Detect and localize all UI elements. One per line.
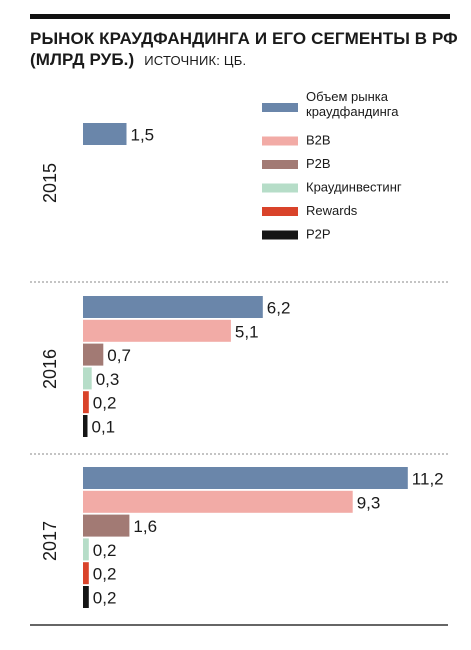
bar-value-label: 0,2 xyxy=(93,541,117,560)
bar xyxy=(83,467,408,489)
bar xyxy=(83,319,231,342)
bar xyxy=(83,490,353,513)
legend-swatch xyxy=(262,230,298,240)
legend-label: P2P xyxy=(306,227,331,242)
bar xyxy=(83,343,104,366)
legend-label: B2B xyxy=(306,133,331,148)
legend-label: Rewards xyxy=(306,203,358,218)
bar xyxy=(83,538,89,561)
legend-swatch xyxy=(262,160,298,169)
title-rule xyxy=(30,14,450,19)
chart-source: ИСТОЧНИК: ЦБ. xyxy=(144,53,247,68)
bar-value-label: 6,2 xyxy=(267,299,291,318)
bar xyxy=(83,562,89,585)
bar-value-label: 9,3 xyxy=(357,493,381,512)
bar-value-label: 0,3 xyxy=(96,370,120,389)
bar xyxy=(83,514,130,537)
bar xyxy=(83,391,89,414)
bar-value-label: 11,2 xyxy=(412,470,444,489)
bar xyxy=(83,415,88,437)
chart-title-text: РЫНОК КРАУДФАНДИНГА И ЕГО СЕГМЕНТЫ В РФ … xyxy=(30,29,458,69)
legend-swatch xyxy=(262,207,298,216)
year-label: 2017 xyxy=(40,521,60,561)
legend-label: Объем рынка xyxy=(306,89,389,104)
bar xyxy=(83,296,263,318)
bar xyxy=(83,367,92,390)
bar-value-label: 5,1 xyxy=(235,322,259,341)
bar-value-label: 1,6 xyxy=(133,517,157,536)
legend-label: краудфандинга xyxy=(306,104,399,119)
chart-title: РЫНОК КРАУДФАНДИНГА И ЕГО СЕГМЕНТЫ В РФ … xyxy=(30,28,460,71)
bar-value-label: 0,2 xyxy=(93,565,117,584)
bar xyxy=(83,586,89,608)
bar-value-label: 0,2 xyxy=(93,394,117,413)
bar-value-label: 0,2 xyxy=(93,589,117,608)
bar-value-label: 1,5 xyxy=(131,126,155,145)
legend-label: Краудинвестинг xyxy=(306,180,402,195)
legend-swatch xyxy=(262,183,298,193)
bar-value-label: 0,7 xyxy=(107,346,131,365)
year-label: 2015 xyxy=(40,163,60,203)
bar-value-label: 0,1 xyxy=(92,418,116,437)
year-label: 2016 xyxy=(40,349,60,389)
legend-swatch xyxy=(262,103,298,112)
legend-label: P2B xyxy=(306,156,331,171)
legend-swatch xyxy=(262,136,298,146)
bar xyxy=(83,123,127,145)
